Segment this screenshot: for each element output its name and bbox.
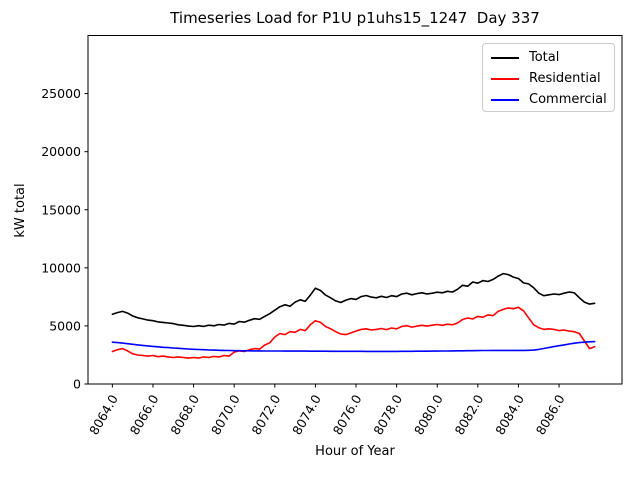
legend-line-swatch (491, 98, 519, 101)
x-tick-label: 8078.0 (370, 392, 405, 437)
legend-label: Total (529, 50, 560, 65)
x-tick-label: 8084.0 (492, 392, 527, 437)
x-tick-label: 8086.0 (533, 392, 568, 437)
series-line-residential (111, 306, 596, 359)
x-tick-label: 8064.0 (86, 392, 121, 437)
series-line-commercial (111, 340, 596, 353)
chart-title: Timeseries Load for P1U p1uhs15_1247 Day… (170, 9, 540, 27)
y-tick-label: 25000 (41, 86, 81, 101)
series-line-total (111, 272, 596, 328)
y-tick-label: 20000 (41, 144, 81, 159)
x-tick-label: 8082.0 (452, 392, 487, 437)
x-tick-label: 8080.0 (411, 392, 446, 437)
x-tick-label: 8068.0 (167, 392, 202, 437)
legend-entry-commercial: Commercial (491, 89, 607, 110)
x-tick-label: 8072.0 (249, 392, 284, 437)
y-tick-label: 5000 (49, 318, 81, 333)
x-tick-label: 8070.0 (208, 392, 243, 437)
y-axis-label: kW total (13, 183, 28, 238)
legend-label: Residential (529, 71, 601, 86)
legend-label: Commercial (529, 92, 607, 107)
legend-line-swatch (491, 56, 519, 59)
legend-line-swatch (491, 77, 519, 80)
y-tick-label: 10000 (41, 260, 81, 275)
x-tick-label: 8074.0 (289, 392, 324, 437)
legend: Total Residential Commercial (482, 43, 615, 112)
x-axis-label: Hour of Year (315, 444, 395, 459)
legend-entry-residential: Residential (491, 68, 606, 89)
x-tick-label: 8066.0 (127, 392, 162, 437)
y-tick-label: 15000 (41, 202, 81, 217)
x-tick-label: 8076.0 (330, 392, 365, 437)
y-tick-label: 0 (73, 377, 81, 392)
legend-entry-total: Total (491, 47, 606, 68)
